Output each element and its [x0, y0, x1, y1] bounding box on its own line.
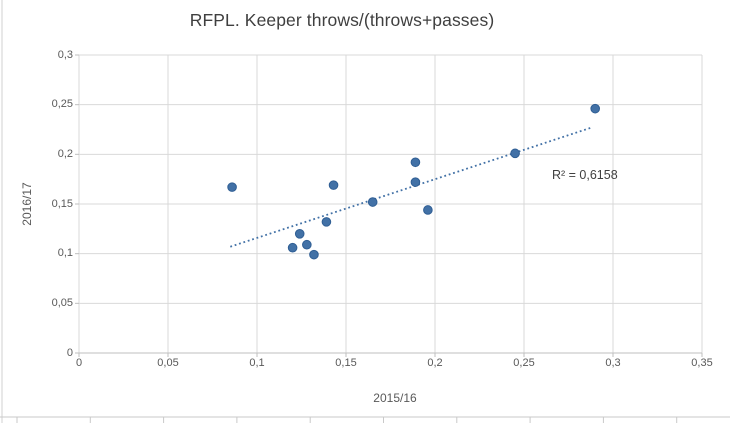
y-tick-label: 0,05 — [51, 296, 73, 309]
data-point — [294, 229, 305, 239]
x-tick-label: 0,15 — [335, 357, 357, 369]
data-point — [328, 180, 339, 190]
x-tick-label: 0,35 — [691, 357, 713, 369]
r-squared-label: R² = 0,6158 — [552, 168, 618, 182]
data-point — [423, 205, 433, 215]
data-point — [302, 239, 312, 250]
data-point — [510, 148, 520, 159]
x-axis-title: 2015/16 — [373, 391, 417, 405]
y-tick-label: 0,2 — [57, 147, 73, 160]
x-tick-label: 0,25 — [513, 357, 535, 369]
y-axis-title: 2016/17 — [20, 182, 34, 226]
data-point — [367, 197, 378, 207]
y-tick-label: 0 — [66, 346, 73, 359]
y-tick-label: 0,3 — [57, 48, 73, 61]
x-tick-label: 0,3 — [605, 357, 621, 369]
x-tick-label: 0,1 — [249, 357, 265, 369]
y-tick-label: 0,15 — [51, 197, 73, 210]
data-point — [227, 182, 237, 192]
data-point — [590, 103, 601, 114]
trendline — [230, 126, 592, 248]
x-tick-label: 0,2 — [427, 357, 443, 369]
x-tick-label: 0,05 — [157, 357, 179, 369]
data-point — [309, 249, 319, 260]
y-tick-label: 0,25 — [51, 98, 73, 111]
y-tick-label: 0,1 — [57, 247, 73, 260]
data-point — [321, 217, 332, 227]
x-tick-label: 0 — [75, 357, 83, 369]
data-point — [410, 157, 421, 168]
data-point — [410, 177, 421, 187]
chart-title: RFPL. Keeper throws/(throws+passes) — [189, 10, 495, 30]
data-point — [287, 242, 298, 253]
